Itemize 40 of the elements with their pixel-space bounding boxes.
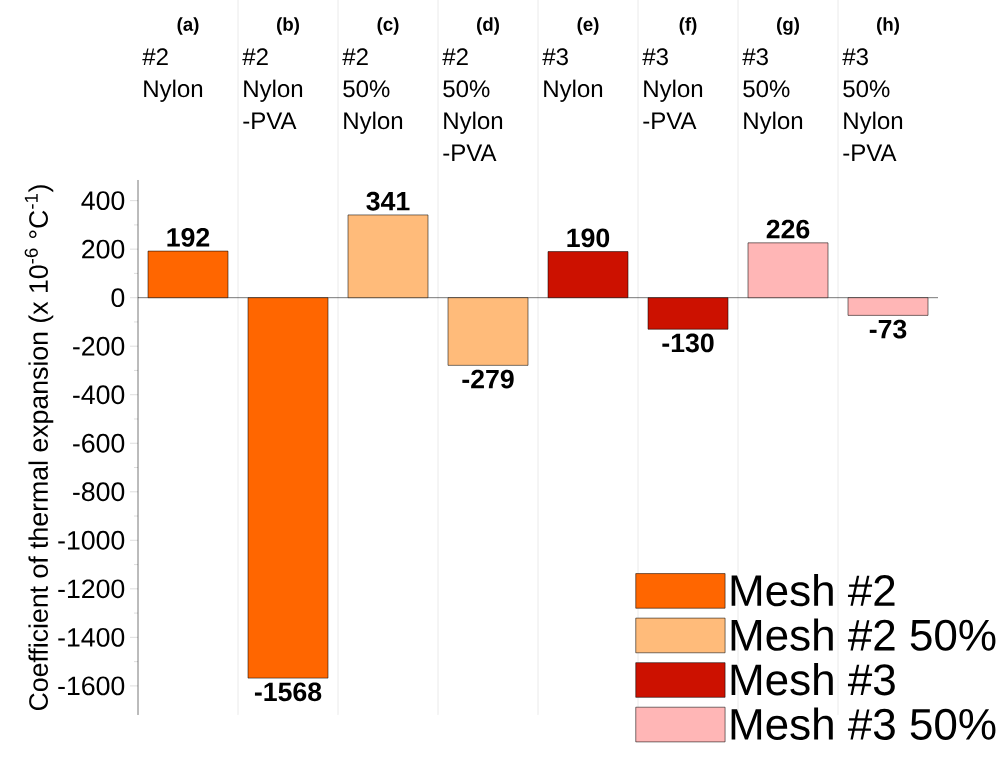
y-tick-label: -1200 xyxy=(58,579,125,599)
text: (a) xyxy=(177,17,199,35)
text: (h) xyxy=(877,17,899,35)
legend-label: Mesh #2 50% xyxy=(731,618,996,651)
y-tick-label: -1400 xyxy=(58,627,125,647)
data-label: -73 xyxy=(869,319,907,339)
text: (d) xyxy=(477,17,499,35)
y-tick-label: 400 xyxy=(81,191,125,211)
legend-label: Mesh #3 50% xyxy=(731,707,996,740)
data-label: 190 xyxy=(567,228,610,248)
x-tick-label: #3 50% Nylon xyxy=(742,48,803,134)
y-tick-label: -800 xyxy=(73,482,125,502)
y-tick-label: 200 xyxy=(82,239,125,259)
x-tick-label: #2 Nylon -PVA xyxy=(242,48,303,130)
text: (c) xyxy=(377,17,399,35)
y-tick-label: -200 xyxy=(73,336,125,356)
y-tick-label: -400 xyxy=(73,385,125,405)
legend-label: Mesh #2 xyxy=(731,573,895,607)
data-label: -279 xyxy=(462,369,514,389)
text: (g) xyxy=(777,17,799,35)
data-label: 226 xyxy=(766,219,810,239)
x-tick-label: #2 50% Nylon -PVA xyxy=(442,48,503,162)
text: (f) xyxy=(679,17,697,35)
y-tick-label: 0 xyxy=(111,288,125,308)
legend-label: Mesh #3 xyxy=(731,663,895,696)
data-label: 341 xyxy=(366,191,410,211)
x-tick-label: #2 Nylon xyxy=(142,48,203,102)
y-tick-label: -1600 xyxy=(58,676,125,696)
text: (b) xyxy=(277,17,299,35)
y-axis-title: Coefficient of thermal expansion (x 10$^{-6}$ °C$^{-1}$) xyxy=(24,185,54,711)
x-tick-label: #2 50% Nylon xyxy=(342,48,403,134)
data-label: -130 xyxy=(662,333,714,353)
text: (e) xyxy=(577,17,599,35)
y-tick-label: -1000 xyxy=(58,530,125,550)
data-label: -1568 xyxy=(254,682,322,702)
data-label: 192 xyxy=(167,227,210,247)
x-tick-label: #3 Nylon -PVA xyxy=(642,48,703,130)
y-tick-label: -600 xyxy=(73,433,125,453)
x-tick-label: #3 50% Nylon -PVA xyxy=(842,48,903,162)
x-tick-label: #3 Nylon xyxy=(542,48,603,102)
